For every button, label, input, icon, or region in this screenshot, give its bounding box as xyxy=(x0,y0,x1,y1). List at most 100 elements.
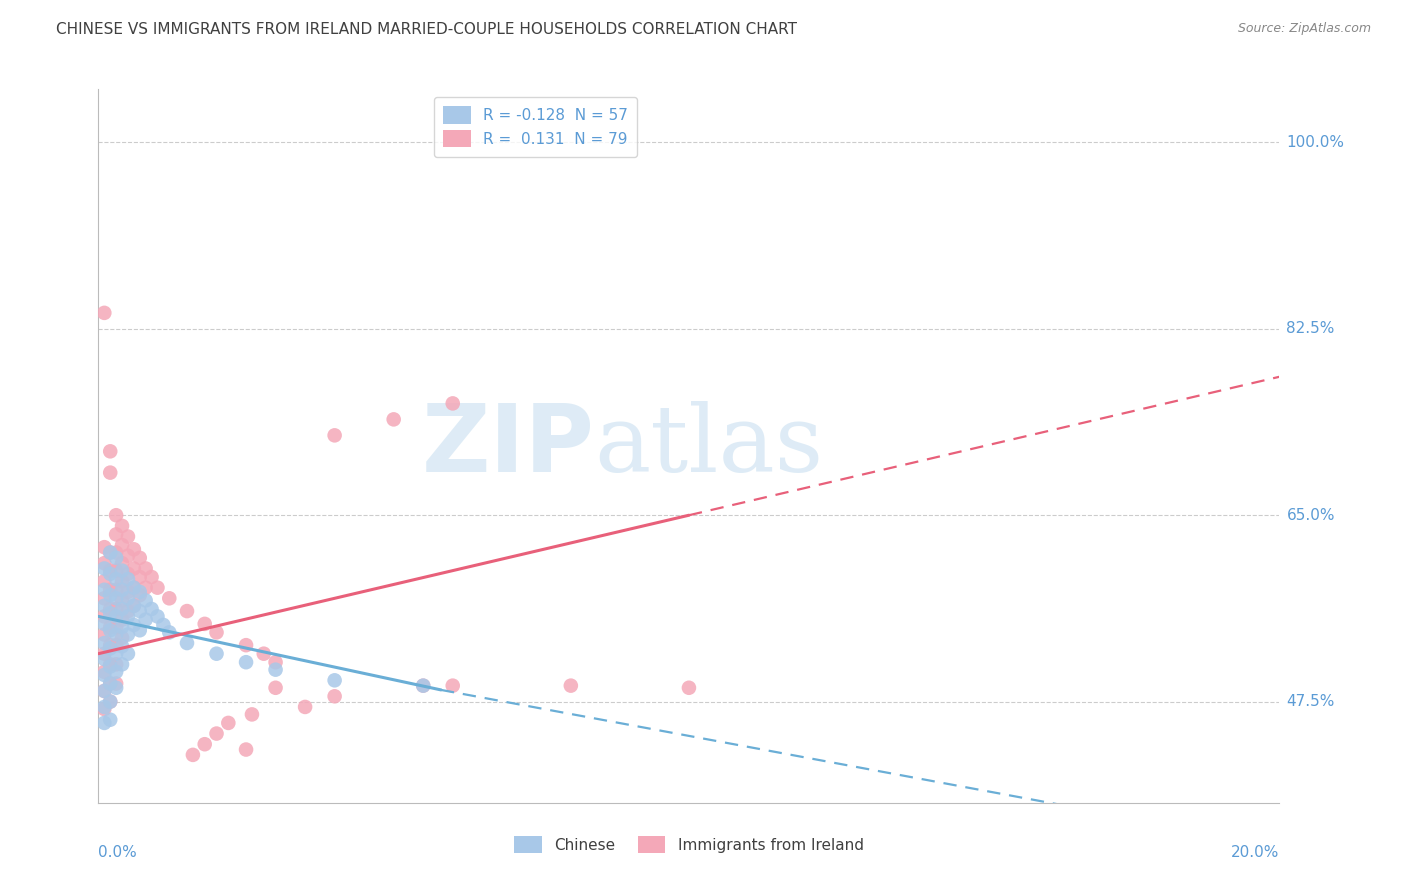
Point xyxy=(111,556,134,570)
Point xyxy=(117,585,139,599)
Point xyxy=(98,676,121,690)
Text: 20.0%: 20.0% xyxy=(1232,846,1279,861)
Point xyxy=(205,726,228,740)
Point xyxy=(117,591,139,606)
Point xyxy=(412,679,434,693)
Point xyxy=(98,695,121,709)
Point xyxy=(93,715,115,730)
Point xyxy=(235,655,257,669)
Point xyxy=(235,742,257,756)
Point xyxy=(93,636,115,650)
Point xyxy=(98,695,121,709)
Text: ZIP: ZIP xyxy=(422,400,595,492)
Point xyxy=(117,627,139,641)
Point xyxy=(117,549,139,563)
Point xyxy=(122,599,145,613)
Point xyxy=(122,581,145,595)
Point xyxy=(122,599,145,613)
Point xyxy=(105,582,128,597)
Point xyxy=(105,591,128,606)
Point xyxy=(111,564,134,578)
Point xyxy=(382,412,405,426)
Point xyxy=(135,613,157,627)
Point xyxy=(93,665,115,679)
Point xyxy=(128,604,150,618)
Point xyxy=(105,638,128,652)
Point xyxy=(93,582,115,597)
Text: CHINESE VS IMMIGRANTS FROM IRELAND MARRIED-COUPLE HOUSEHOLDS CORRELATION CHART: CHINESE VS IMMIGRANTS FROM IRELAND MARRI… xyxy=(56,22,797,37)
Point xyxy=(264,663,287,677)
Point xyxy=(98,713,121,727)
Point xyxy=(117,572,139,586)
Point xyxy=(441,396,464,410)
Point xyxy=(93,702,115,716)
Text: atlas: atlas xyxy=(595,401,824,491)
Point xyxy=(128,624,150,638)
Point xyxy=(128,570,150,584)
Text: 100.0%: 100.0% xyxy=(1286,135,1344,150)
Point xyxy=(105,665,128,679)
Point xyxy=(157,591,180,606)
Point xyxy=(98,620,121,634)
Point xyxy=(264,655,287,669)
Point xyxy=(105,564,128,578)
Point xyxy=(128,585,150,599)
Point xyxy=(111,631,134,645)
Point xyxy=(323,428,346,442)
Point xyxy=(93,627,115,641)
Point xyxy=(152,618,174,632)
Point xyxy=(98,466,121,480)
Point xyxy=(117,566,139,581)
Point xyxy=(105,647,128,661)
Point xyxy=(264,681,287,695)
Point xyxy=(111,574,134,589)
Point xyxy=(323,690,346,704)
Point xyxy=(98,606,121,620)
Point xyxy=(678,681,700,695)
Point xyxy=(105,550,128,565)
Point xyxy=(93,561,115,575)
Point xyxy=(105,609,128,624)
Point xyxy=(98,657,121,672)
Text: 47.5%: 47.5% xyxy=(1286,694,1334,709)
Point xyxy=(111,613,134,627)
Point xyxy=(194,616,217,631)
Point xyxy=(135,561,157,575)
Point xyxy=(111,620,134,634)
Point xyxy=(105,602,128,616)
Point xyxy=(117,609,139,624)
Point xyxy=(157,625,180,640)
Point xyxy=(105,676,128,690)
Point xyxy=(441,679,464,693)
Point xyxy=(235,638,257,652)
Point xyxy=(560,679,582,693)
Point xyxy=(98,444,121,458)
Point xyxy=(93,556,115,570)
Point xyxy=(93,684,115,698)
Point xyxy=(93,652,115,666)
Point xyxy=(128,588,150,602)
Point xyxy=(93,684,115,698)
Point xyxy=(205,647,228,661)
Point xyxy=(135,581,157,595)
Point xyxy=(93,540,115,554)
Point xyxy=(412,679,434,693)
Point xyxy=(146,581,169,595)
Point xyxy=(253,647,276,661)
Point xyxy=(128,550,150,565)
Point xyxy=(146,609,169,624)
Point xyxy=(98,641,121,656)
Point xyxy=(176,604,198,618)
Point xyxy=(105,527,128,541)
Point xyxy=(98,602,121,616)
Point xyxy=(98,638,121,652)
Point xyxy=(98,676,121,690)
Point xyxy=(98,624,121,638)
Point xyxy=(181,747,204,762)
Point xyxy=(98,588,121,602)
Legend: Chinese, Immigrants from Ireland: Chinese, Immigrants from Ireland xyxy=(508,830,870,859)
Point xyxy=(93,306,115,320)
Point xyxy=(111,519,134,533)
Text: 65.0%: 65.0% xyxy=(1286,508,1334,523)
Point xyxy=(93,668,115,682)
